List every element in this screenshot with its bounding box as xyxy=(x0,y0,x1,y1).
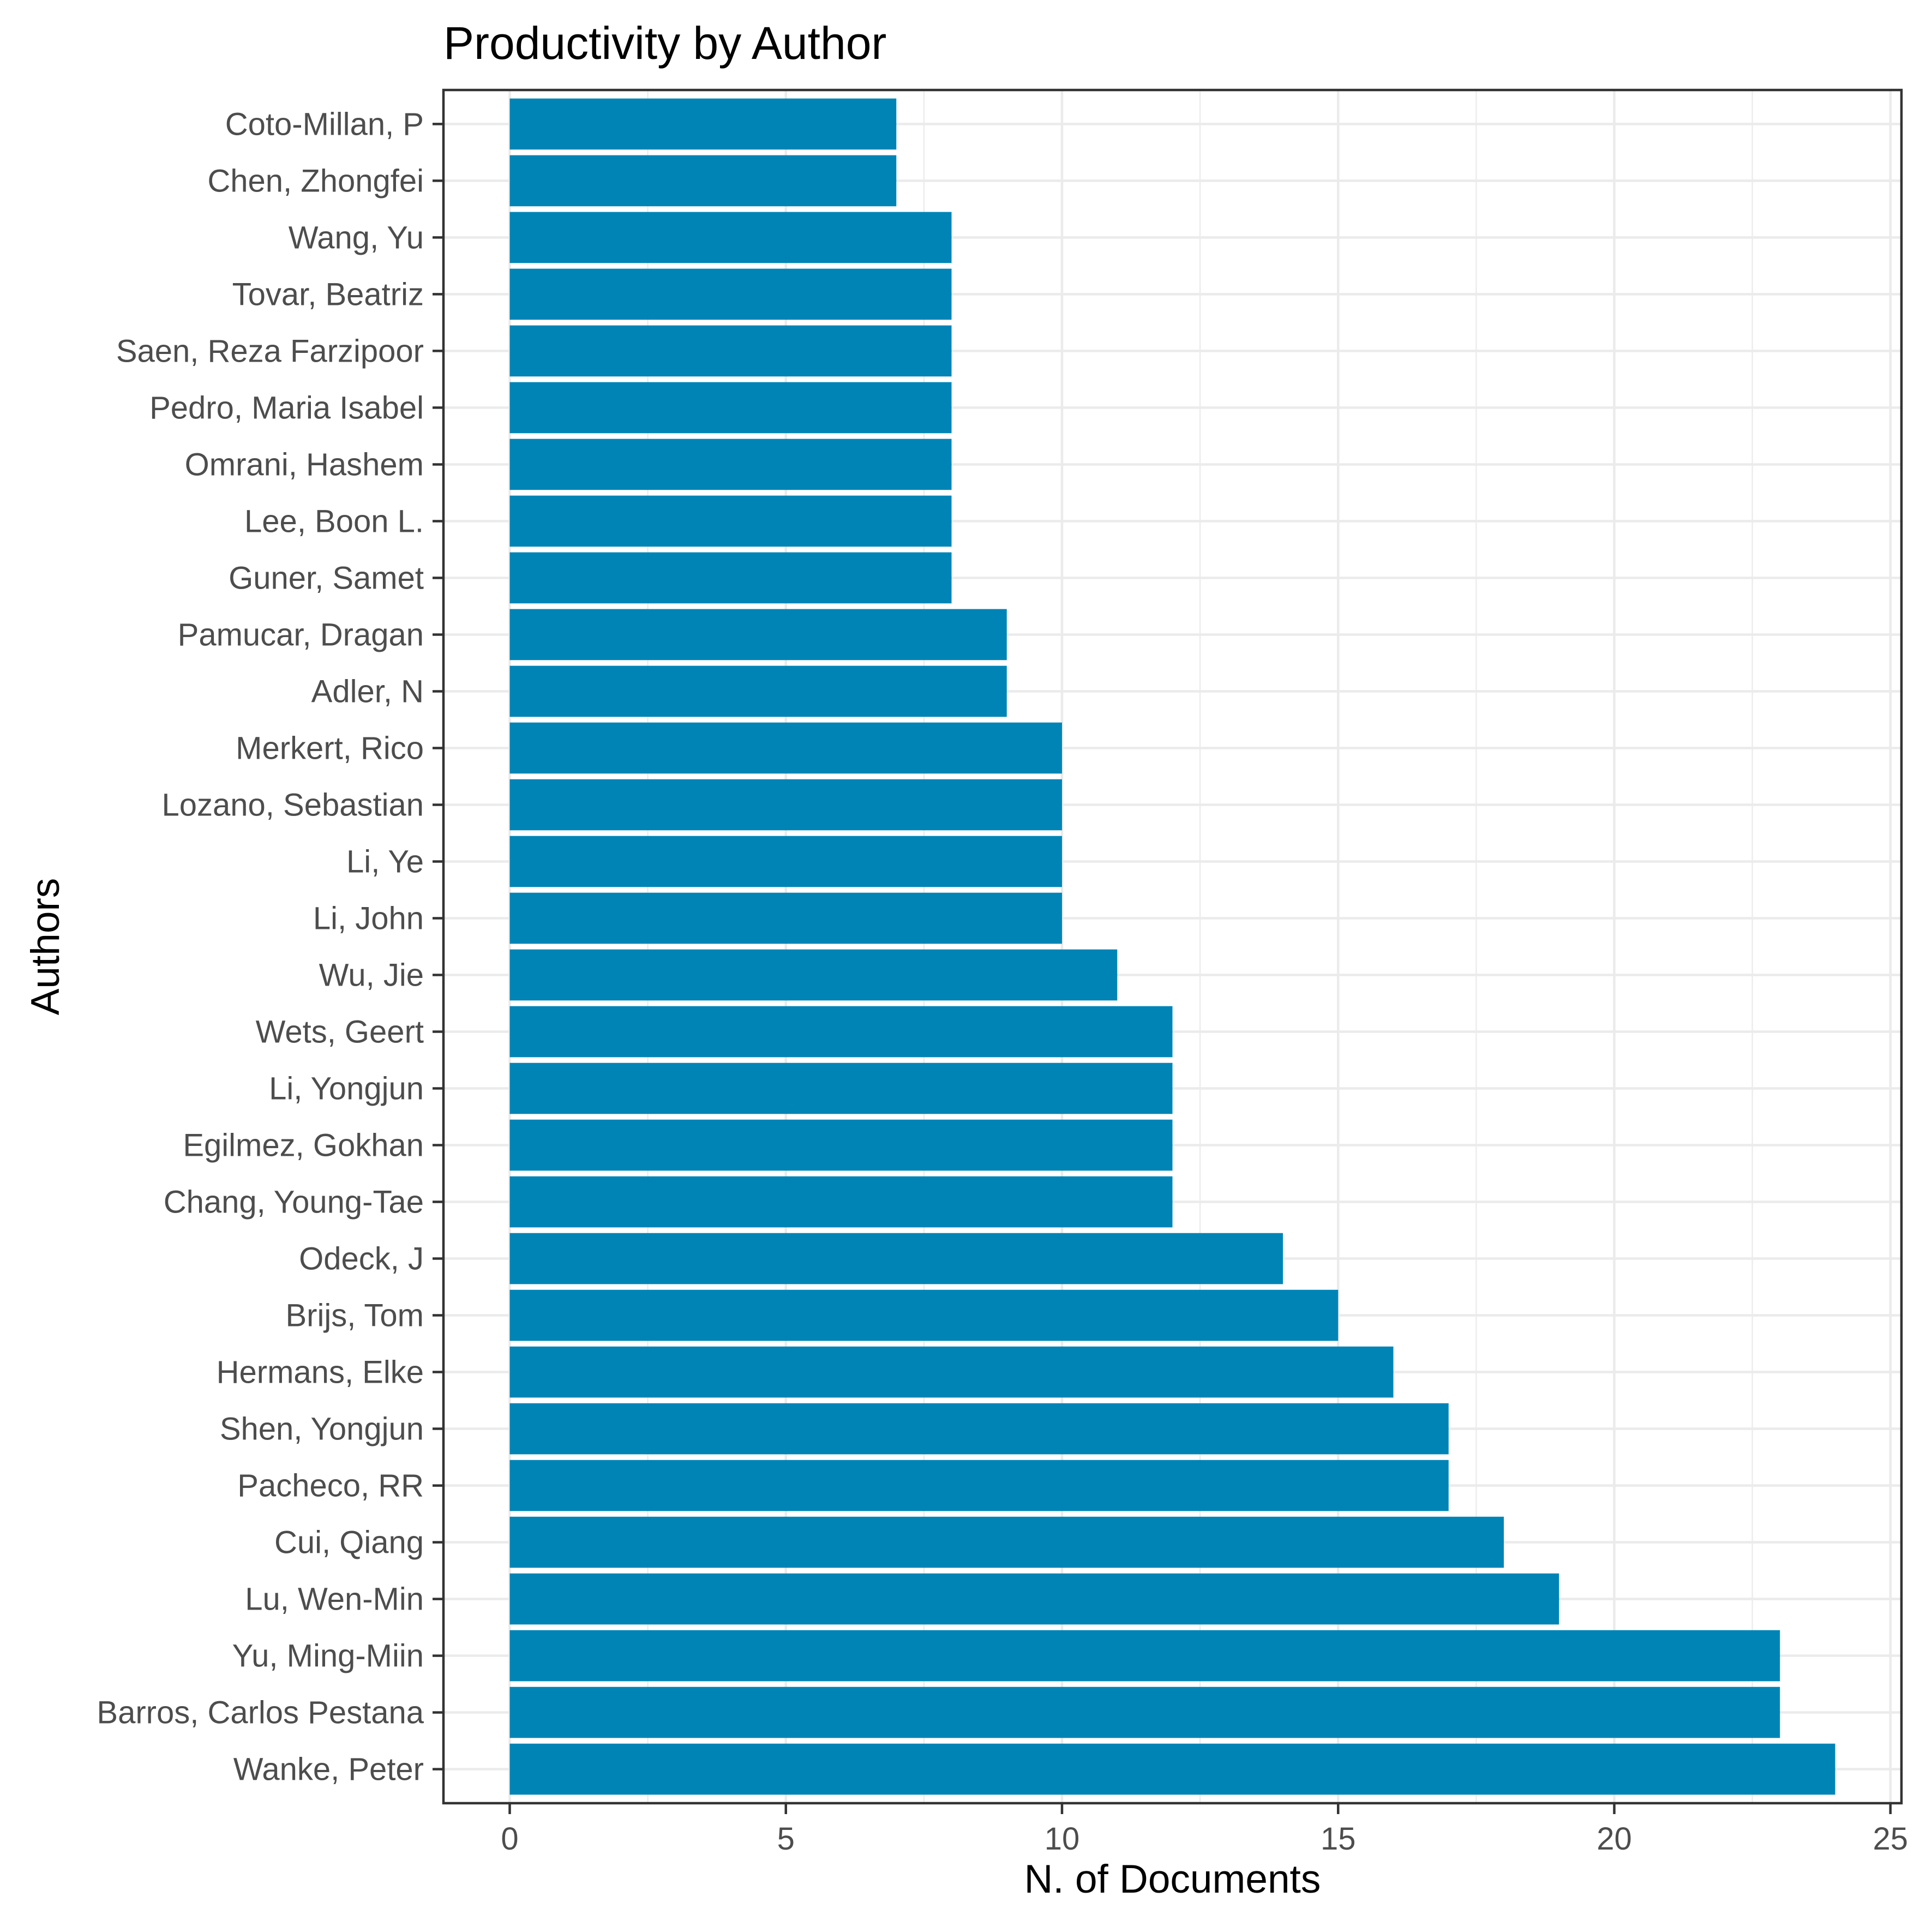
y-tick-label: Wang, Yu xyxy=(289,220,424,255)
bars xyxy=(509,98,1835,1795)
bar-brijs-tom xyxy=(509,1289,1339,1341)
bar-pedro-maria-isabel xyxy=(509,382,952,434)
y-axis-title: Authors xyxy=(23,878,68,1016)
bar-omrani-hashem xyxy=(509,439,952,490)
x-tick-label: 10 xyxy=(1045,1821,1080,1857)
y-tick-label: Pacheco, RR xyxy=(237,1468,424,1504)
chart-title: Productivity by Author xyxy=(443,17,886,69)
bar-barros-carlos-pestana xyxy=(509,1686,1780,1738)
bar-pacheco-rr xyxy=(509,1460,1449,1511)
bar-coto-millan-p xyxy=(509,98,897,150)
bar-wanke-peter xyxy=(509,1743,1835,1795)
y-tick-label: Pedro, Maria Isabel xyxy=(149,390,424,425)
y-tick-label: Odeck, J xyxy=(299,1241,424,1277)
y-tick-label: Coto-Millan, P xyxy=(225,106,424,142)
bar-cui-qiang xyxy=(509,1516,1504,1568)
bar-tovar-beatriz xyxy=(509,268,952,320)
bar-adler-n xyxy=(509,665,1007,717)
y-tick-label: Wu, Jie xyxy=(319,958,424,993)
bar-yu-ming-miin xyxy=(509,1630,1780,1682)
bar-lu-wen-min xyxy=(509,1573,1559,1625)
y-tick-label: Li, Ye xyxy=(346,844,424,879)
bar-merkert-rico xyxy=(509,722,1062,774)
bar-guner-samet xyxy=(509,552,952,604)
bar-lozano-sebastian xyxy=(509,779,1062,831)
bar-pamucar-dragan xyxy=(509,609,1007,661)
bar-wu-jie xyxy=(509,949,1118,1001)
x-tick-label: 0 xyxy=(501,1821,518,1857)
y-tick-label: Li, John xyxy=(313,901,424,936)
y-tick-label: Lee, Boon L. xyxy=(244,503,424,539)
bar-chen-zhongfei xyxy=(509,155,897,207)
x-tick-label: 5 xyxy=(777,1821,795,1857)
x-tick-label: 15 xyxy=(1321,1821,1356,1857)
plot-panel-border xyxy=(442,88,1903,1805)
y-tick-label: Chang, Young-Tae xyxy=(164,1185,424,1220)
y-axis-ticks: Coto-Millan, P Chen, Zhongfei Wang, Yu Tova… xyxy=(97,106,443,1787)
x-axis-title: N. of Documents xyxy=(1024,1857,1321,1901)
y-tick-label: Pamucar, Dragan xyxy=(178,617,424,652)
bar-li-john xyxy=(509,892,1062,944)
y-tick-label: Brijs, Tom xyxy=(285,1298,424,1334)
bar-shen-yongjun xyxy=(509,1403,1449,1455)
y-tick-label: Saen, Reza Farzipoor xyxy=(116,333,424,369)
y-tick-label: Merkert, Rico xyxy=(236,730,424,766)
bar-egilmez-gokhan xyxy=(509,1119,1173,1171)
y-tick-label: Egilmez, Gokhan xyxy=(183,1128,424,1163)
bar-wets-geert xyxy=(509,1006,1173,1058)
bar-chang-young-tae xyxy=(509,1176,1173,1228)
y-tick-label: Wets, Geert xyxy=(256,1014,424,1050)
y-tick-label: Adler, N xyxy=(311,674,424,709)
y-tick-label: Tovar, Beatriz xyxy=(232,277,424,312)
y-tick-label: Li, Yongjun xyxy=(269,1071,424,1107)
x-axis-ticks: 0 5 10 15 20 25 xyxy=(501,1803,1908,1857)
y-tick-label: Chen, Zhongfei xyxy=(207,163,424,199)
y-tick-label: Hermans, Elke xyxy=(217,1355,424,1390)
y-tick-label: Wanke, Peter xyxy=(233,1752,424,1787)
bar-wang-yu xyxy=(509,212,952,263)
bar-saen-reza-farzipoor xyxy=(509,325,952,377)
y-tick-label: Shen, Yongjun xyxy=(220,1412,424,1447)
bar-li-ye xyxy=(509,836,1062,887)
y-tick-label: Lu, Wen-Min xyxy=(245,1582,424,1617)
x-tick-label: 20 xyxy=(1597,1821,1632,1857)
y-tick-label: Lozano, Sebastian xyxy=(162,787,424,823)
y-tick-label: Omrani, Hashem xyxy=(185,447,424,482)
y-tick-label: Cui, Qiang xyxy=(274,1525,424,1560)
bar-li-yongjun xyxy=(509,1062,1173,1114)
x-tick-label: 25 xyxy=(1873,1821,1908,1857)
y-tick-label: Barros, Carlos Pestana xyxy=(97,1695,424,1731)
bar-odeck-j xyxy=(509,1233,1283,1284)
y-tick-label: Yu, Ming-Miin xyxy=(232,1638,424,1674)
y-tick-label: Guner, Samet xyxy=(229,560,424,596)
bar-lee-boon-l xyxy=(509,495,952,547)
bar-hermans-elke xyxy=(509,1346,1394,1398)
